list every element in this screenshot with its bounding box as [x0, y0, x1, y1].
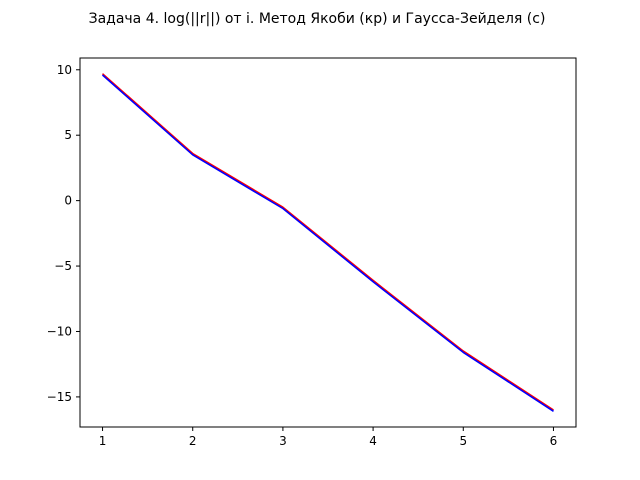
- x-axis: 1 2 3 4 5 6: [99, 427, 558, 448]
- y-axis: 10 5 0 −5 −10 −15: [47, 63, 80, 404]
- x-tick-label: 3: [279, 434, 287, 448]
- series-line-0: [101, 73, 554, 411]
- y-tick-label: 0: [64, 194, 72, 208]
- y-tick-label: −15: [47, 390, 72, 404]
- x-tick-label: 4: [369, 434, 377, 448]
- series-layer: [101, 73, 554, 412]
- x-tick-label: 5: [459, 434, 467, 448]
- x-tick-label: 6: [550, 434, 558, 448]
- x-tick-label: 1: [99, 434, 107, 448]
- plot-area: [79, 57, 577, 428]
- y-tick-label: −10: [47, 324, 72, 338]
- x-tick-label: 2: [189, 434, 197, 448]
- chart-title: Задача 4. log(||r||) от i. Метод Якоби (…: [89, 11, 546, 27]
- y-tick-label: 10: [57, 63, 72, 77]
- series-line-1: [101, 74, 554, 412]
- y-tick-label: 5: [64, 128, 72, 142]
- y-tick-label: −5: [54, 259, 72, 273]
